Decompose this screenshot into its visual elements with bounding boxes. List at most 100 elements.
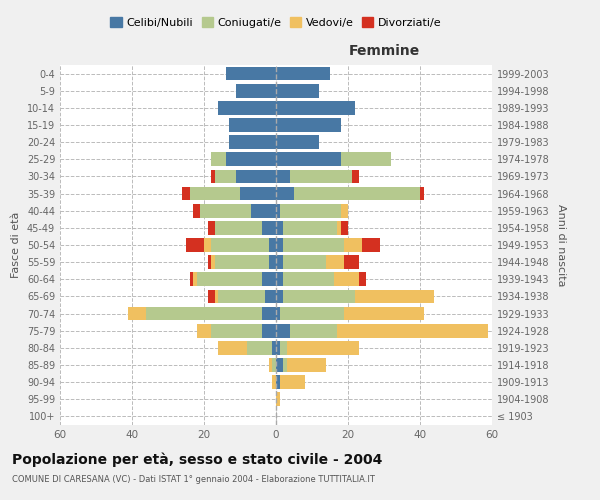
Bar (193, 272, 197, 286)
Bar (341, 221, 348, 234)
Bar (276, 376, 280, 389)
Bar (276, 221, 283, 234)
Y-axis label: Fasce di età: Fasce di età (11, 212, 21, 278)
Bar (352, 170, 359, 183)
Bar (280, 204, 341, 218)
Bar (294, 186, 420, 200)
Bar (182, 186, 190, 200)
Bar (262, 221, 276, 234)
Bar (262, 306, 276, 320)
Bar (276, 136, 319, 149)
Bar (344, 256, 359, 269)
Bar (236, 84, 276, 98)
Bar (218, 290, 265, 304)
Bar (276, 358, 283, 372)
Bar (290, 324, 337, 338)
Bar (265, 290, 276, 304)
Bar (280, 376, 305, 389)
Bar (197, 324, 211, 338)
Bar (226, 66, 276, 80)
Bar (128, 306, 146, 320)
Bar (208, 221, 215, 234)
Bar (247, 341, 272, 354)
Bar (269, 256, 276, 269)
Bar (208, 290, 215, 304)
Bar (276, 306, 280, 320)
Bar (362, 238, 380, 252)
Bar (215, 170, 236, 183)
Bar (276, 66, 330, 80)
Bar (211, 238, 269, 252)
Text: Popolazione per età, sesso e stato civile - 2004: Popolazione per età, sesso e stato civil… (12, 452, 382, 467)
Bar (226, 152, 276, 166)
Bar (276, 101, 355, 114)
Bar (190, 272, 193, 286)
Bar (276, 118, 341, 132)
Bar (208, 256, 211, 269)
Bar (359, 272, 366, 286)
Text: COMUNE DI CARESANA (VC) - Dati ISTAT 1° gennaio 2004 - Elaborazione TUTTITALIA.I: COMUNE DI CARESANA (VC) - Dati ISTAT 1° … (12, 475, 375, 484)
Bar (355, 290, 434, 304)
Bar (276, 290, 283, 304)
Bar (337, 221, 341, 234)
Bar (276, 152, 341, 166)
Bar (211, 256, 215, 269)
Bar (269, 238, 276, 252)
Bar (146, 306, 262, 320)
Bar (272, 358, 276, 372)
Bar (211, 152, 226, 166)
Bar (240, 186, 276, 200)
Bar (420, 186, 424, 200)
Bar (269, 358, 272, 372)
Bar (215, 290, 218, 304)
Bar (283, 221, 337, 234)
Bar (190, 186, 240, 200)
Bar (276, 272, 283, 286)
Bar (218, 101, 276, 114)
Bar (236, 170, 276, 183)
Text: Femmine: Femmine (349, 44, 419, 58)
Bar (262, 324, 276, 338)
Bar (283, 358, 287, 372)
Bar (186, 238, 204, 252)
Bar (287, 358, 326, 372)
Bar (272, 376, 276, 389)
Bar (229, 118, 276, 132)
Bar (276, 392, 280, 406)
Bar (276, 324, 290, 338)
Bar (344, 306, 424, 320)
Bar (276, 84, 319, 98)
Bar (200, 204, 251, 218)
Bar (211, 170, 215, 183)
Bar (193, 204, 200, 218)
Bar (211, 324, 262, 338)
Bar (280, 341, 287, 354)
Bar (251, 204, 276, 218)
Bar (344, 238, 362, 252)
Bar (276, 186, 294, 200)
Bar (334, 272, 359, 286)
Bar (272, 341, 276, 354)
Bar (229, 136, 276, 149)
Bar (276, 204, 280, 218)
Bar (287, 341, 359, 354)
Bar (283, 238, 344, 252)
Bar (337, 324, 488, 338)
Bar (276, 238, 283, 252)
Bar (283, 290, 355, 304)
Bar (290, 170, 352, 183)
Y-axis label: Anni di nascita: Anni di nascita (556, 204, 566, 286)
Bar (197, 272, 262, 286)
Bar (276, 170, 290, 183)
Bar (280, 306, 344, 320)
Bar (215, 256, 269, 269)
Bar (262, 272, 276, 286)
Bar (276, 341, 280, 354)
Bar (215, 221, 262, 234)
Legend: Celibi/Nubili, Coniugati/e, Vedovi/e, Divorziati/e: Celibi/Nubili, Coniugati/e, Vedovi/e, Di… (106, 13, 446, 32)
Bar (341, 204, 348, 218)
Bar (283, 272, 334, 286)
Bar (283, 256, 326, 269)
Bar (276, 256, 283, 269)
Bar (204, 238, 211, 252)
